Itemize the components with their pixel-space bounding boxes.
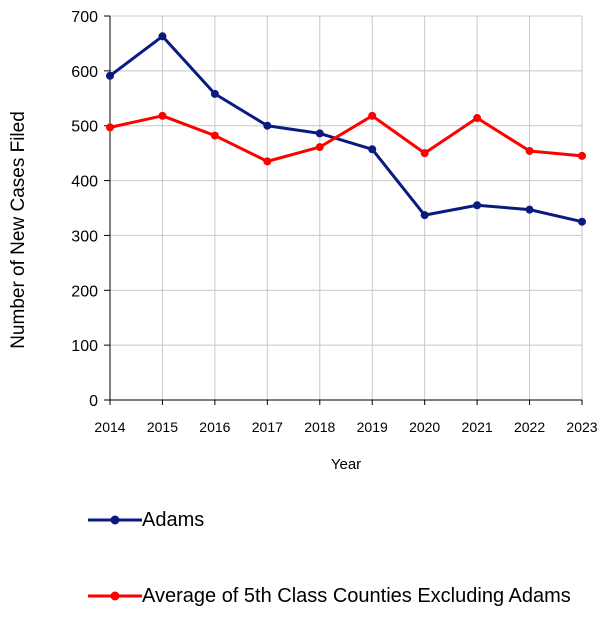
x-tick-label: 2015 [147, 419, 178, 435]
x-tick-label: 2022 [514, 419, 545, 435]
line-chart: 0 100 200 300 400 500 600 700 2014 2015 2016 2017 20… [8, 9, 598, 470]
x-tick-label: 2016 [199, 419, 230, 435]
y-axis-label: Number of New Cases Filed [8, 111, 29, 349]
data-point [158, 32, 167, 41]
x-tick-label: 2021 [462, 419, 493, 435]
data-point [473, 114, 482, 123]
x-tick-label: 2019 [357, 419, 388, 435]
x-tick-label: 2014 [94, 419, 125, 435]
legend-item-average: Average of 5th Class Counties Excluding … [88, 585, 602, 607]
data-point [578, 217, 586, 226]
data-point [315, 129, 324, 138]
data-point [106, 71, 114, 80]
y-tick-label: 700 [71, 9, 98, 26]
y-tick-label: 400 [71, 174, 98, 191]
y-tick-label: 600 [71, 64, 98, 81]
data-point [525, 146, 534, 155]
data-point [106, 123, 114, 132]
x-tick-label: 2017 [252, 419, 283, 435]
data-point [420, 149, 429, 158]
data-point [420, 211, 429, 220]
y-tick-label: 300 [71, 228, 98, 245]
legend-swatch-adams [88, 515, 142, 525]
data-point [315, 143, 324, 152]
data-point [368, 111, 377, 120]
series-line-1 [109, 114, 583, 163]
x-tick-label: 2018 [304, 419, 335, 435]
legend-2: Average of 5th Class Counties Excluding … [88, 585, 602, 607]
legend-item-adams: Adams [88, 509, 602, 531]
legend-label-average: Average of 5th Class Counties Excluding … [142, 585, 571, 607]
legend-label-adams: Adams [142, 509, 205, 531]
legend-swatch-average [88, 591, 142, 601]
y-tick-label: 500 [71, 119, 98, 136]
x-tick-label: 2020 [409, 419, 440, 435]
data-point [158, 111, 167, 120]
legend: Adams [88, 509, 602, 531]
data-point [578, 151, 586, 160]
data-point [210, 131, 219, 140]
data-point [263, 121, 272, 130]
series-lines [106, 32, 586, 226]
x-axis-label: Year [331, 456, 361, 470]
y-tick-label: 200 [71, 283, 98, 300]
data-point [473, 201, 482, 210]
x-tick-label: 2023 [566, 419, 597, 435]
series-line-0 [109, 34, 583, 224]
data-point [210, 89, 219, 98]
data-point [525, 205, 534, 214]
axis-ticks: 0 100 200 300 400 500 600 700 2014 2015 2016 2017 20… [71, 9, 597, 435]
data-point [263, 157, 272, 166]
y-tick-label: 0 [89, 393, 98, 410]
data-point [368, 145, 377, 154]
y-tick-label: 100 [71, 338, 98, 355]
